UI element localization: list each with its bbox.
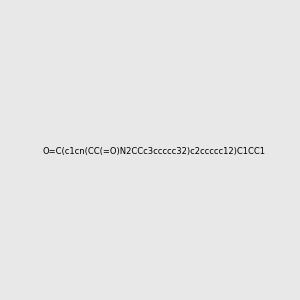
Text: O=C(c1cn(CC(=O)N2CCc3ccccc32)c2ccccc12)C1CC1: O=C(c1cn(CC(=O)N2CCc3ccccc32)c2ccccc12)C… bbox=[42, 147, 265, 156]
